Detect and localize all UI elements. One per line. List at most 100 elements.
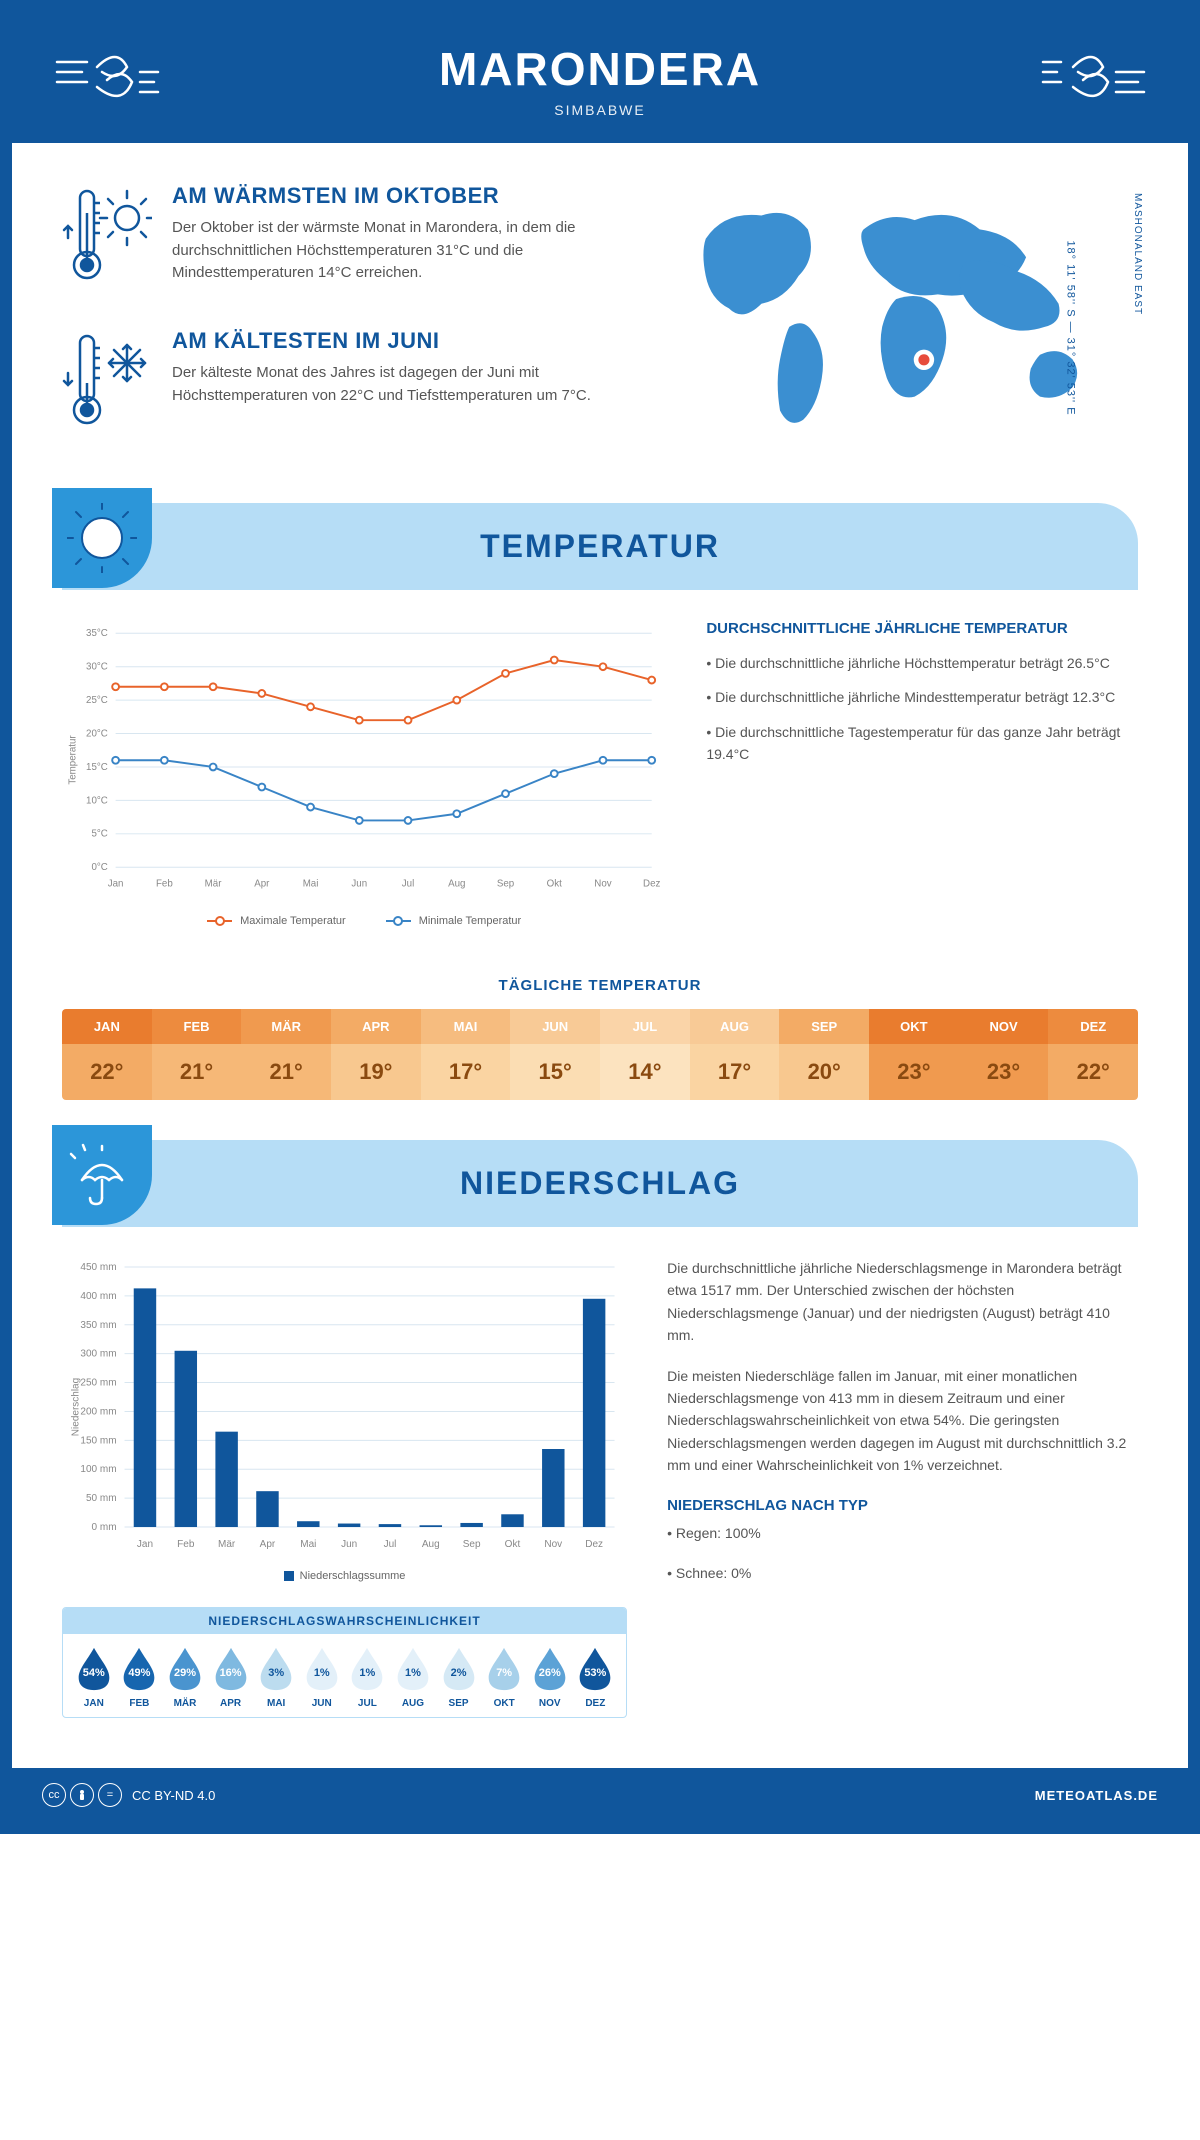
raindrop-icon: 29%	[167, 1646, 203, 1692]
country-subtitle: SIMBABWE	[32, 102, 1168, 118]
precip-type-2: • Schnee: 0%	[667, 1562, 1138, 1584]
daily-temp-value: 21°	[152, 1044, 242, 1100]
svg-text:10°C: 10°C	[86, 795, 108, 806]
thermometer-sun-icon	[62, 183, 152, 298]
coldest-fact: AM KÄLTESTEN IM JUNI Der kälteste Monat …	[62, 328, 633, 443]
prob-cell: 7%OKT	[481, 1646, 527, 1709]
coldest-body: Der kälteste Monat des Jahres ist dagege…	[172, 362, 633, 407]
raindrop-icon: 1%	[349, 1646, 385, 1692]
daily-month-header: JUN	[510, 1009, 600, 1044]
svg-text:250 mm: 250 mm	[80, 1378, 116, 1389]
daily-temp-cell: AUG17°	[690, 1009, 780, 1100]
svg-text:Jan: Jan	[137, 1539, 153, 1550]
coldest-text: AM KÄLTESTEN IM JUNI Der kälteste Monat …	[172, 328, 633, 443]
svg-text:Aug: Aug	[422, 1539, 440, 1550]
daily-month-header: NOV	[959, 1009, 1049, 1044]
footer: cc = CC BY-ND 4.0 METEOATLAS.DE	[12, 1768, 1188, 1822]
daily-temp-value: 20°	[779, 1044, 869, 1100]
cc-icon: cc	[42, 1783, 66, 1807]
svg-text:Mär: Mär	[218, 1539, 236, 1550]
raindrop-icon: 26%	[532, 1646, 568, 1692]
daily-temp-heading: TÄGLICHE TEMPERATUR	[12, 977, 1188, 994]
svg-text:Okt: Okt	[547, 879, 562, 890]
prob-cell: 1%JUN	[299, 1646, 345, 1709]
legend-max: Maximale Temperatur	[207, 915, 346, 927]
license-text: CC BY-ND 4.0	[132, 1788, 215, 1803]
precip-prob-row: 54%JAN49%FEB29%MÄR16%APR3%MAI1%JUN1%JUL1…	[63, 1634, 626, 1717]
raindrop-icon: 1%	[395, 1646, 431, 1692]
precip-type-heading: NIEDERSCHLAG NACH TYP	[667, 1497, 1138, 1514]
svg-text:Dez: Dez	[585, 1539, 603, 1550]
svg-text:Temperatur: Temperatur	[68, 735, 79, 785]
daily-temp-cell: DEZ22°	[1048, 1009, 1138, 1100]
precip-type-1: • Regen: 100%	[667, 1522, 1138, 1544]
daily-month-header: MÄR	[241, 1009, 331, 1044]
svg-text:Nov: Nov	[544, 1539, 562, 1550]
prob-month-label: NOV	[527, 1698, 573, 1709]
raindrop-icon: 49%	[121, 1646, 157, 1692]
temp-info-heading: DURCHSCHNITTLICHE JÄHRLICHE TEMPERATUR	[706, 620, 1138, 637]
precip-para-2: Die meisten Niederschläge fallen im Janu…	[667, 1365, 1138, 1477]
daily-temp-cell: JAN22°	[62, 1009, 152, 1100]
daily-temp-cell: JUN15°	[510, 1009, 600, 1100]
svg-text:450 mm: 450 mm	[80, 1262, 116, 1273]
temperature-line-chart: 0°C5°C10°C15°C20°C25°C30°C35°CJanFebMärA…	[62, 620, 666, 900]
temperature-heading: TEMPERATUR	[82, 528, 1118, 565]
precip-prob-heading: NIEDERSCHLAGSWAHRSCHEINLICHKEIT	[63, 1608, 626, 1634]
prob-month-label: AUG	[390, 1698, 436, 1709]
daily-temp-cell: FEB21°	[152, 1009, 242, 1100]
svg-text:Sep: Sep	[497, 879, 514, 890]
daily-month-header: DEZ	[1048, 1009, 1138, 1044]
prob-cell: 3% MAI	[253, 1646, 299, 1709]
svg-text:300 mm: 300 mm	[80, 1349, 116, 1360]
svg-text:150 mm: 150 mm	[80, 1435, 116, 1446]
precip-para-1: Die durchschnittliche jährliche Niedersc…	[667, 1257, 1138, 1347]
daily-month-header: JUL	[600, 1009, 690, 1044]
temperature-info: DURCHSCHNITTLICHE JÄHRLICHE TEMPERATUR •…	[706, 620, 1138, 927]
precip-prob-box: NIEDERSCHLAGSWAHRSCHEINLICHKEIT 54%JAN49…	[62, 1607, 627, 1718]
daily-month-header: APR	[331, 1009, 421, 1044]
svg-text:Okt: Okt	[505, 1539, 521, 1550]
license-block: cc = CC BY-ND 4.0	[42, 1783, 215, 1807]
precip-right-column: Die durchschnittliche jährliche Niedersc…	[667, 1257, 1138, 1718]
daily-temp-value: 19°	[331, 1044, 421, 1100]
daily-temp-cell: APR19°	[331, 1009, 421, 1100]
precip-left-column: 0 mm50 mm100 mm150 mm200 mm250 mm300 mm3…	[62, 1257, 627, 1718]
svg-text:Mär: Mär	[205, 879, 223, 890]
daily-temp-cell: OKT23°	[869, 1009, 959, 1100]
region-label: MASHONALAND EAST	[1132, 193, 1143, 315]
prob-cell: 26% NOV	[527, 1646, 573, 1709]
prob-cell: 53%DEZ	[573, 1646, 619, 1709]
daily-temp-cell: MÄR21°	[241, 1009, 331, 1100]
prob-month-label: SEP	[436, 1698, 482, 1709]
daily-temp-value: 23°	[959, 1044, 1049, 1100]
prob-month-label: APR	[208, 1698, 254, 1709]
temp-bullet-3: • Die durchschnittliche Tagestemperatur …	[706, 721, 1138, 766]
warmest-body: Der Oktober ist der wärmste Monat in Mar…	[172, 217, 633, 285]
prob-month-label: JUN	[299, 1698, 345, 1709]
raindrop-icon: 3%	[258, 1646, 294, 1692]
prob-month-label: OKT	[481, 1698, 527, 1709]
prob-cell: 2% SEP	[436, 1646, 482, 1709]
daily-month-header: JAN	[62, 1009, 152, 1044]
prob-month-label: FEB	[117, 1698, 163, 1709]
prob-month-label: MAI	[253, 1698, 299, 1709]
daily-month-header: MAI	[421, 1009, 511, 1044]
svg-text:Dez: Dez	[643, 879, 660, 890]
by-icon	[70, 1783, 94, 1807]
coords-label: 18° 11' 58'' S — 31° 32' 53'' E	[1064, 240, 1076, 415]
raindrop-icon: 16%	[213, 1646, 249, 1692]
sun-icon	[52, 488, 152, 588]
svg-text:0°C: 0°C	[91, 862, 107, 873]
svg-text:20°C: 20°C	[86, 728, 108, 739]
temp-bullet-2: • Die durchschnittliche jährliche Mindes…	[706, 686, 1138, 708]
temp-chart-legend: Maximale Temperatur Minimale Temperatur	[62, 915, 666, 927]
svg-text:Aug: Aug	[448, 879, 465, 890]
svg-text:Apr: Apr	[260, 1539, 276, 1550]
svg-text:350 mm: 350 mm	[80, 1320, 116, 1331]
prob-cell: 54%JAN	[71, 1646, 117, 1709]
facts-column: AM WÄRMSTEN IM OKTOBER Der Oktober ist d…	[62, 183, 633, 473]
raindrop-icon: 2%	[441, 1646, 477, 1692]
svg-text:200 mm: 200 mm	[80, 1406, 116, 1417]
svg-text:Jul: Jul	[402, 879, 414, 890]
